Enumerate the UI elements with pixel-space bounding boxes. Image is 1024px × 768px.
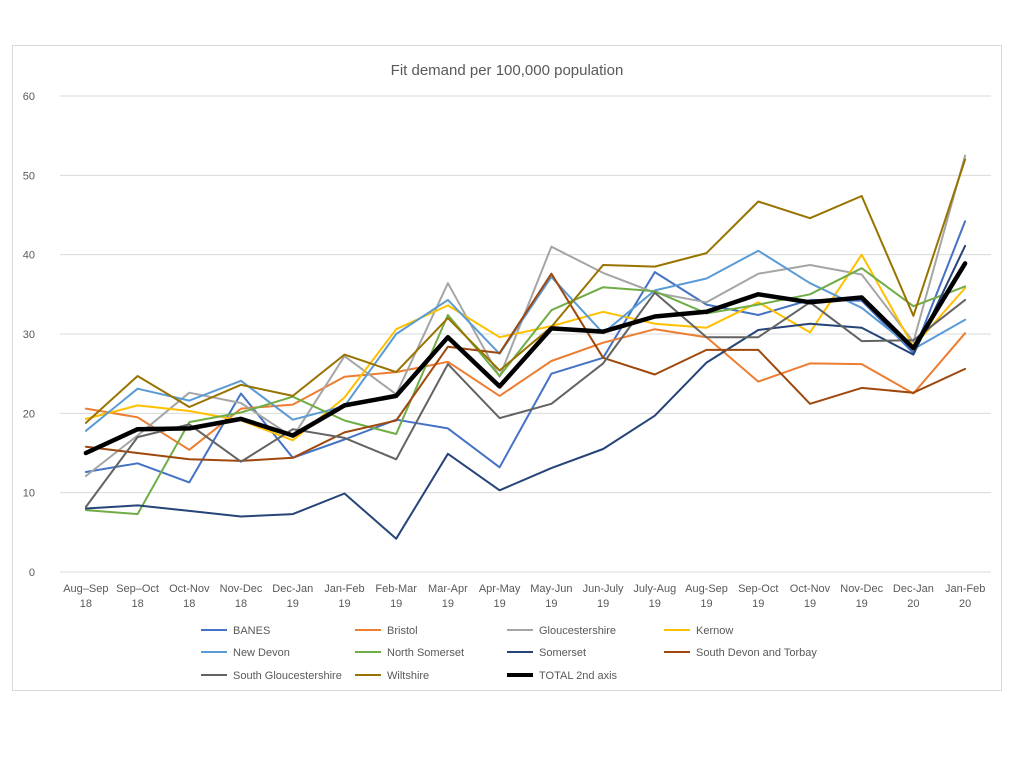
y-tick-label: 30 [23, 329, 35, 341]
legend-item: Bristol [355, 625, 418, 637]
x-tick-label-year: 20 [959, 598, 971, 610]
x-tick-label: Feb-Mar [375, 583, 417, 595]
y-tick-label: 20 [23, 408, 35, 420]
line-chart: Fit demand per 100,000 population 0 10 20 3… [23, 62, 991, 682]
legend-label: South Gloucestershire [233, 670, 342, 682]
series-line-banes [84, 220, 967, 484]
x-tick-label-year: 19 [494, 598, 506, 610]
x-tick-label: Oct-Nov [790, 583, 831, 595]
legend-label: TOTAL 2nd axis [539, 670, 618, 682]
legend-item: South Gloucestershire [201, 670, 342, 682]
chart-title: Fit demand per 100,000 population [391, 62, 624, 79]
x-tick-label: May-Jun [530, 583, 572, 595]
legend-item: BANES [201, 625, 270, 637]
x-tick-label: Jan-Feb [945, 583, 985, 595]
x-tick-label-year: 19 [752, 598, 764, 610]
y-tick-label: 10 [23, 488, 35, 500]
y-tick-label: 0 [29, 567, 35, 579]
y-tick-label: 50 [23, 170, 35, 182]
legend-label: Kernow [696, 625, 733, 637]
legend-item: New Devon [201, 647, 290, 659]
x-tick-label-year: 19 [390, 598, 402, 610]
series-line-total-2nd-axis [83, 261, 968, 456]
x-tick-label: Oct-Nov [169, 583, 210, 595]
x-tick-label: Nov-Dec [840, 583, 883, 595]
series-line-bristol [84, 328, 967, 451]
x-tick-label-year: 19 [804, 598, 816, 610]
x-tick-label-year: 18 [235, 598, 247, 610]
series-line-wiltshire [84, 158, 967, 424]
series-line-south-gloucestershire [84, 291, 967, 508]
x-tick-label-year: 18 [131, 598, 143, 610]
legend-label: South Devon and Torbay [696, 647, 817, 659]
x-tick-label-year: 19 [545, 598, 557, 610]
legend-label: Somerset [539, 647, 586, 659]
x-tick-label-year: 18 [183, 598, 195, 610]
x-tick-label-year: 18 [80, 598, 92, 610]
x-axis-ticks: Aug–Sep 18 Sep–Oct 18 Oct-Nov 18 Nov-Dec 18 Dec-… [63, 583, 985, 610]
legend: BANES Bristol Gloucestershire Kernow New Dev… [201, 625, 817, 682]
legend-label: Gloucestershire [539, 625, 616, 637]
series-line-south-devon-and-torbay [84, 272, 967, 462]
x-tick-label-year: 19 [287, 598, 299, 610]
x-tick-label: July-Aug [633, 583, 676, 595]
x-tick-label: Dec-Jan [272, 583, 313, 595]
y-tick-label: 60 [23, 91, 35, 103]
series-lines [83, 154, 968, 540]
legend-label: North Somerset [387, 647, 464, 659]
chart-frame: Fit demand per 100,000 population 0 10 20 3… [12, 45, 1002, 691]
legend-item: Kernow [664, 625, 733, 637]
legend-item: South Devon and Torbay [664, 647, 817, 659]
x-tick-label: Dec-Jan [893, 583, 934, 595]
legend-item: Somerset [507, 647, 586, 659]
x-tick-label: Sep–Oct [116, 583, 159, 595]
legend-label: New Devon [233, 647, 290, 659]
legend-item: Wiltshire [355, 670, 429, 682]
x-tick-label-year: 19 [856, 598, 868, 610]
x-tick-label: Jun-July [583, 583, 624, 595]
series-line-new-devon [84, 249, 967, 432]
legend-item: TOTAL 2nd axis [507, 670, 618, 682]
x-tick-label: Aug-Sep [685, 583, 728, 595]
x-tick-label-year: 19 [700, 598, 712, 610]
y-tick-label: 40 [23, 250, 35, 262]
y-axis-ticks: 0 10 20 30 40 50 60 [23, 91, 35, 579]
legend-item: Gloucestershire [507, 625, 616, 637]
x-tick-label: Mar-Apr [428, 583, 468, 595]
x-tick-label-year: 20 [907, 598, 919, 610]
x-tick-label: Sep-Oct [738, 583, 778, 595]
legend-label: BANES [233, 625, 270, 637]
x-tick-label: Apr-May [479, 583, 521, 595]
legend-item: North Somerset [355, 647, 464, 659]
legend-label: Wiltshire [387, 670, 429, 682]
x-tick-label-year: 19 [338, 598, 350, 610]
x-tick-label-year: 19 [597, 598, 609, 610]
x-tick-label-year: 19 [442, 598, 454, 610]
x-tick-label: Jan-Feb [324, 583, 364, 595]
series-line-north-somerset [84, 267, 967, 516]
x-tick-label: Aug–Sep [63, 583, 108, 595]
x-tick-label: Nov-Dec [220, 583, 263, 595]
x-tick-label-year: 19 [649, 598, 661, 610]
series-line-somerset [84, 244, 967, 540]
gridlines [60, 95, 991, 573]
legend-label: Bristol [387, 625, 418, 637]
